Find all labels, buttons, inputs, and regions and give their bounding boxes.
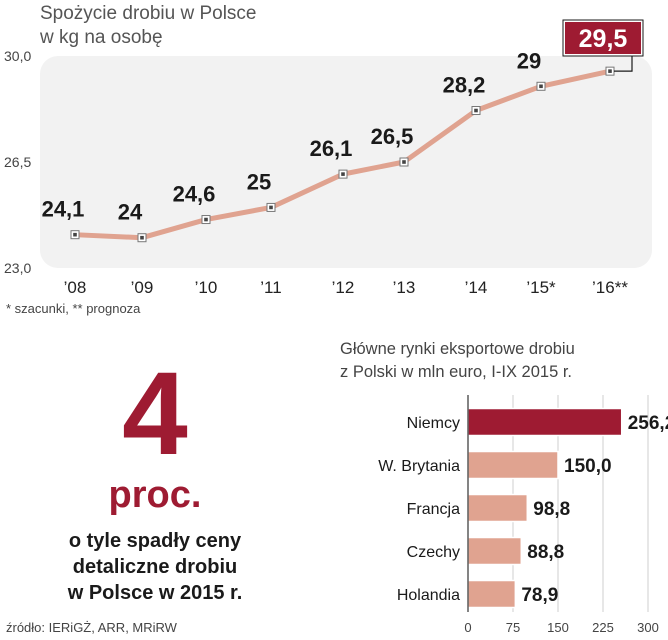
data-label: 24,6 [173, 182, 216, 207]
bar [467, 536, 523, 566]
data-label: 256,2 [628, 413, 668, 434]
bar [467, 450, 559, 480]
data-label: 98,8 [533, 499, 570, 520]
bar [467, 493, 529, 523]
data-label: 29 [517, 48, 541, 73]
x-tick-label: 75 [506, 620, 520, 635]
x-tick-label: ’08 [64, 278, 87, 297]
source-note: źródło: IERiGŻ, ARR, MRiRW [6, 620, 177, 635]
x-tick-label: 150 [547, 620, 569, 635]
highlight-caption: o tyle spadły ceny detaliczne drobiu w P… [67, 530, 243, 604]
highlight-connector [614, 54, 633, 72]
y-tick-label: 30,0 [4, 48, 31, 64]
x-tick-label: ’14 [465, 278, 488, 297]
highlight-box [565, 22, 641, 54]
line-chart-footnote: * szacunki, ** prognoza [6, 301, 141, 316]
x-tick-label: ’09 [131, 278, 154, 297]
category-label: Czechy [407, 544, 460, 561]
data-point-core [402, 160, 406, 164]
data-point-core [608, 69, 612, 73]
bar [467, 407, 623, 437]
x-tick-label: ’10 [195, 278, 218, 297]
category-label: Holandia [397, 587, 460, 604]
line-chart: 23,0 26,5 30,0 ’08 24,1 ’09 24 ’10 24,6 ’11 25 ’12 2… [4, 19, 652, 297]
x-tick-label: 225 [592, 620, 614, 635]
data-label: 78,9 [521, 585, 558, 606]
data-label: 28,2 [443, 73, 486, 98]
bar [467, 579, 517, 609]
data-label: 26,5 [371, 124, 414, 149]
x-tick-label: 300 [637, 620, 659, 635]
category-label: Niemcy [407, 415, 460, 432]
data-point-core [474, 108, 478, 113]
data-point-core [204, 217, 208, 222]
highlight-data-label: 29,5 [579, 25, 628, 53]
bar-chart-title: Główne rynki eksportowe drobiu z Polski … [340, 340, 575, 381]
x-tick-label: 0 [464, 620, 471, 635]
data-label: 88,8 [527, 542, 564, 563]
line-chart-title: Spożycie drobiu w Polsce w kg na osobę [40, 3, 257, 48]
plot-area [40, 56, 652, 268]
category-label: W. Brytania [378, 458, 460, 475]
y-tick-label: 26,5 [4, 154, 31, 170]
data-point-core [539, 84, 543, 89]
data-label: 26,1 [310, 136, 353, 161]
data-label: 150,0 [564, 456, 612, 477]
data-point-core [269, 205, 273, 210]
data-point-core [73, 232, 77, 237]
x-tick-label: ’15* [526, 278, 556, 297]
x-tick-label: ’11 [260, 278, 281, 297]
data-point-core [140, 235, 144, 240]
x-tick-label: ’12 [332, 278, 355, 297]
data-point-core [341, 172, 345, 176]
category-label: Francja [407, 501, 460, 518]
x-tick-label: ’13 [393, 278, 416, 297]
data-label: 24 [118, 200, 143, 225]
y-tick-label: 23,0 [4, 260, 31, 276]
data-label: 24,1 [42, 197, 85, 222]
highlight-unit: proc. [108, 474, 202, 516]
highlight-number: 4 [122, 348, 188, 480]
x-tick-label: ’16** [592, 278, 628, 297]
data-label: 25 [247, 169, 271, 194]
